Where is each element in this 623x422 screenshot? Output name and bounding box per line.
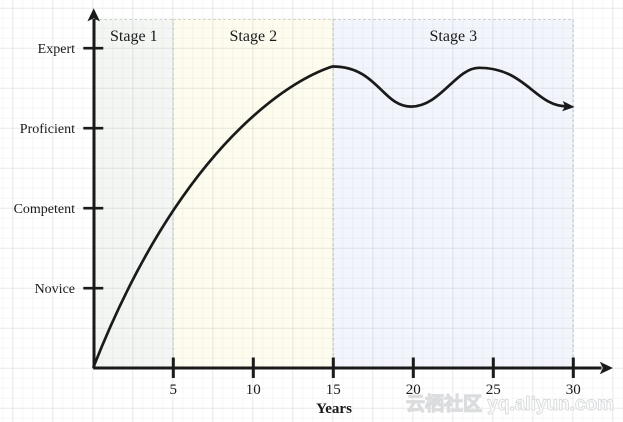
svg-text:Stage 2: Stage 2 <box>230 28 278 45</box>
svg-text:Years: Years <box>316 401 352 417</box>
svg-text:15: 15 <box>326 382 341 398</box>
svg-text:Stage 1: Stage 1 <box>110 28 158 45</box>
svg-text:云栖社区 yq.aliyun.com: 云栖社区 yq.aliyun.com <box>406 392 614 415</box>
svg-text:Stage 3: Stage 3 <box>430 28 478 45</box>
svg-text:5: 5 <box>170 382 178 398</box>
svg-text:Proficient: Proficient <box>20 122 75 137</box>
svg-text:Competent: Competent <box>14 202 76 217</box>
svg-text:25: 25 <box>486 382 501 398</box>
svg-text:Expert: Expert <box>38 42 75 57</box>
svg-text:30: 30 <box>566 382 581 398</box>
svg-text:20: 20 <box>406 382 421 398</box>
svg-text:10: 10 <box>246 382 261 398</box>
svg-text:Novice: Novice <box>35 282 75 297</box>
